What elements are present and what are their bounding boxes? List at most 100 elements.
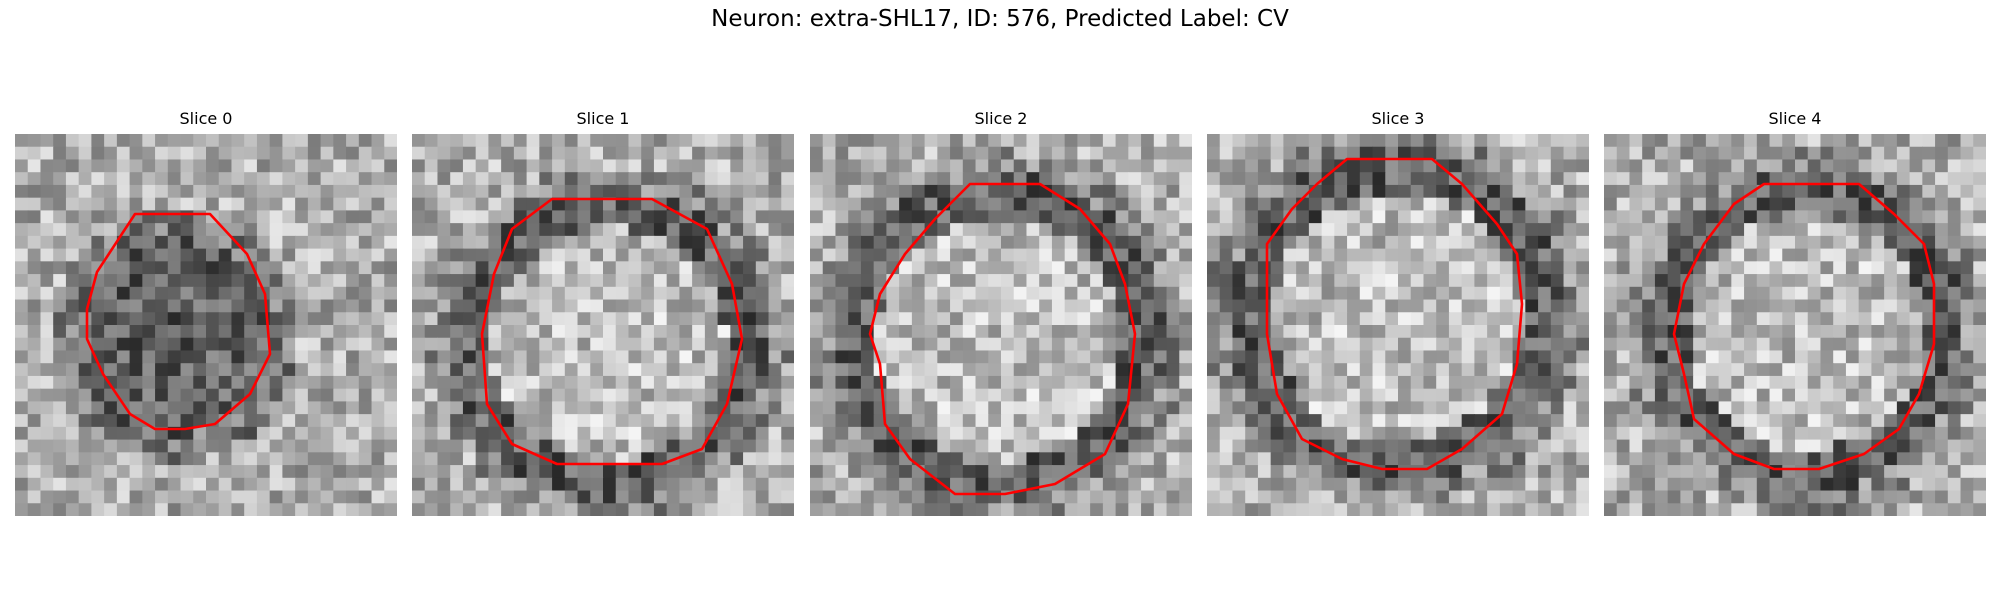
pixel xyxy=(1001,274,1015,288)
pixel xyxy=(295,414,309,428)
pixel xyxy=(641,388,655,402)
pixel xyxy=(1308,477,1323,492)
pixel xyxy=(653,235,668,250)
pixel xyxy=(1744,439,1758,453)
pixel xyxy=(206,439,220,453)
pixel xyxy=(78,210,92,224)
pixel xyxy=(1039,312,1053,326)
pixel xyxy=(539,414,553,428)
pixel xyxy=(358,477,373,492)
pixel xyxy=(1436,134,1450,148)
pixel xyxy=(1935,261,1949,275)
pixel xyxy=(1871,134,1885,148)
pixel xyxy=(1245,426,1259,441)
pixel xyxy=(1654,490,1669,504)
pixel xyxy=(295,235,309,250)
pixel xyxy=(424,337,439,352)
pixel xyxy=(692,248,706,262)
pixel xyxy=(384,401,397,415)
pixel xyxy=(1308,337,1323,352)
pixel xyxy=(1436,299,1450,313)
pixel xyxy=(1026,426,1040,441)
pixel xyxy=(218,134,233,148)
pixel xyxy=(1731,159,1745,173)
pixel xyxy=(692,172,706,186)
pixel xyxy=(1296,439,1310,453)
pixel xyxy=(333,248,347,262)
pixel xyxy=(1795,388,1809,402)
pixel xyxy=(1436,274,1450,288)
pixel xyxy=(781,439,794,453)
pixel xyxy=(1064,261,1078,275)
pixel xyxy=(129,337,143,352)
pixel xyxy=(653,223,668,237)
pixel xyxy=(1960,274,1974,288)
pixel xyxy=(822,134,837,148)
pixel xyxy=(1947,248,1962,262)
pixel xyxy=(1550,363,1565,377)
pixel xyxy=(1166,312,1180,326)
pixel xyxy=(1807,235,1822,250)
pixel xyxy=(1616,414,1631,428)
pixel xyxy=(1563,210,1577,224)
pixel xyxy=(552,312,566,326)
pixel xyxy=(358,184,373,199)
pixel xyxy=(1499,274,1514,288)
pixel xyxy=(1013,503,1028,516)
pixel xyxy=(899,388,913,402)
pixel xyxy=(1232,490,1246,504)
pixel xyxy=(717,172,731,186)
pixel xyxy=(1833,503,1847,516)
pixel xyxy=(1115,184,1129,199)
pixel xyxy=(1909,146,1923,161)
pixel xyxy=(462,172,477,186)
pixel xyxy=(193,299,207,313)
pixel xyxy=(15,426,29,441)
pixel xyxy=(40,414,54,428)
pixel xyxy=(1359,426,1374,441)
pixel xyxy=(1166,477,1180,492)
pixel xyxy=(91,477,105,492)
pixel xyxy=(1474,274,1488,288)
pixel xyxy=(1347,134,1361,148)
pixel xyxy=(1563,159,1577,173)
pixel xyxy=(1756,375,1771,390)
pixel xyxy=(1296,388,1310,402)
pixel xyxy=(1604,274,1618,288)
pixel xyxy=(1820,210,1834,224)
pixel xyxy=(1705,414,1720,428)
pixel xyxy=(1090,337,1104,352)
pixel xyxy=(1604,184,1618,199)
pixel xyxy=(1795,477,1809,492)
pixel xyxy=(1604,286,1618,301)
pixel xyxy=(781,184,794,199)
pixel xyxy=(1179,452,1192,466)
pixel xyxy=(450,159,464,173)
pixel xyxy=(848,312,862,326)
pixel xyxy=(1576,477,1589,492)
pixel xyxy=(1102,337,1117,352)
pixel xyxy=(346,337,360,352)
pixel xyxy=(539,299,553,313)
pixel xyxy=(180,452,194,466)
pixel xyxy=(539,261,553,275)
pixel xyxy=(1833,312,1847,326)
pixel xyxy=(1960,248,1974,262)
pixel xyxy=(1935,337,1949,352)
pixel xyxy=(231,146,245,161)
pixel xyxy=(577,134,591,148)
pixel xyxy=(1385,452,1399,466)
pixel xyxy=(1499,325,1514,339)
pixel xyxy=(679,465,693,479)
pixel xyxy=(193,350,207,364)
pixel xyxy=(1550,210,1565,224)
pixel xyxy=(1693,299,1707,313)
pixel xyxy=(155,401,169,415)
pixel xyxy=(1654,426,1669,441)
pixel xyxy=(142,452,156,466)
pixel xyxy=(1115,172,1129,186)
pixel xyxy=(1807,159,1822,173)
pixel xyxy=(346,184,360,199)
slice-title: Slice 1 xyxy=(576,109,630,128)
pixel xyxy=(1128,159,1142,173)
